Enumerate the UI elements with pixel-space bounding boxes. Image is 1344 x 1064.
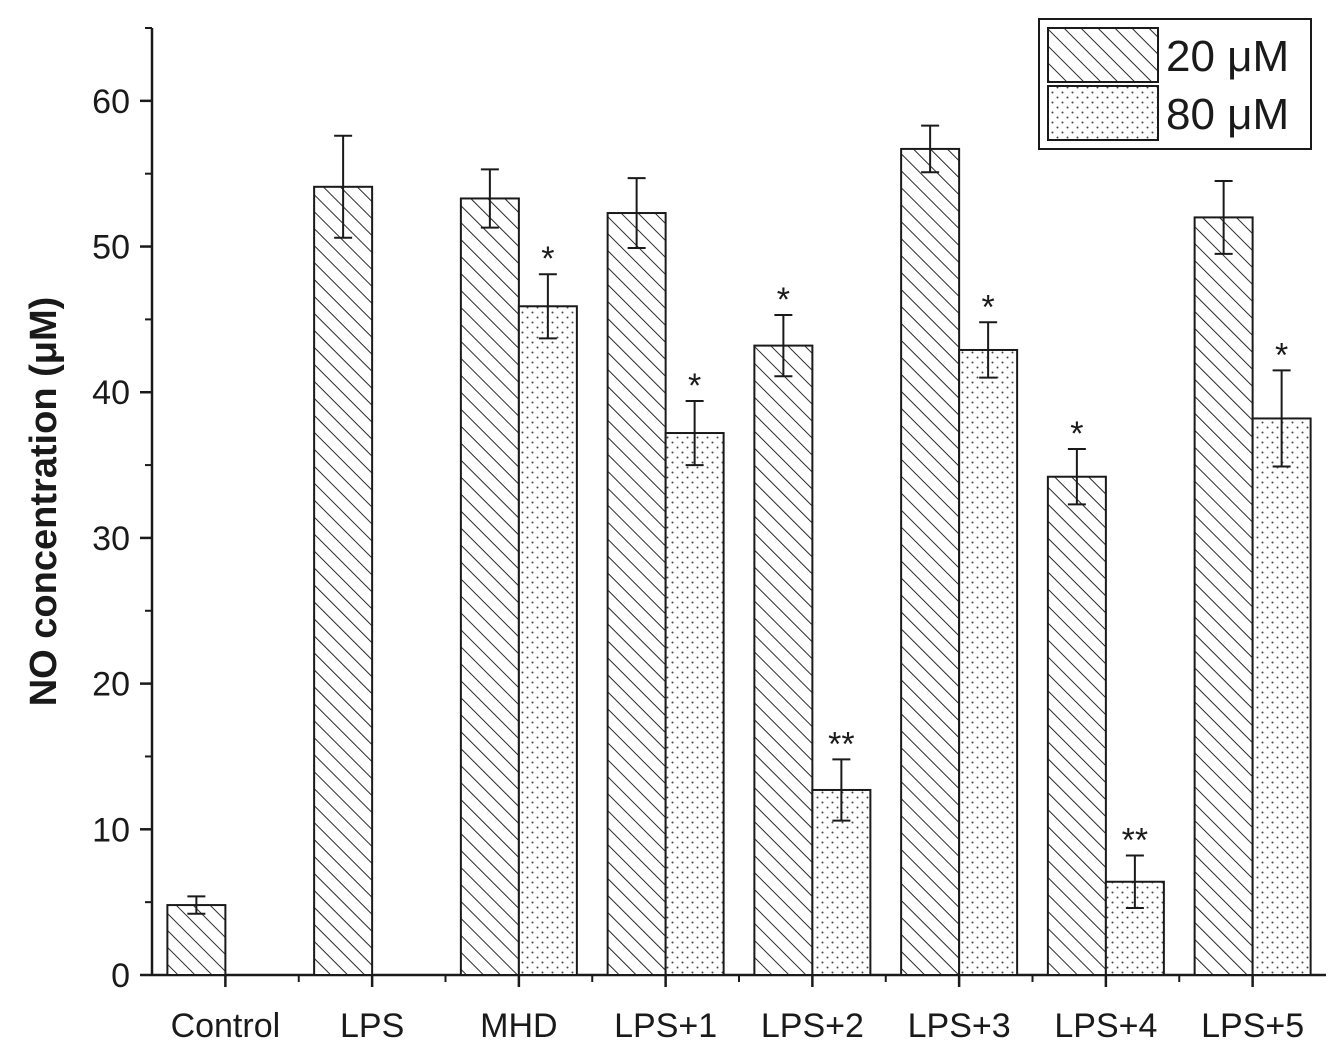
bar-series2 bbox=[958, 348, 1019, 977]
x-tick-label: LPS+1 bbox=[614, 1007, 717, 1045]
legend-label: 80 μM bbox=[1166, 90, 1289, 139]
significance-label: * bbox=[1275, 336, 1288, 374]
x-tick-label: MHD bbox=[480, 1007, 557, 1045]
significance-label: * bbox=[982, 288, 995, 326]
y-tick-label: 50 bbox=[92, 229, 130, 267]
bars: ********** bbox=[166, 124, 1312, 977]
y-tick-label: 60 bbox=[92, 83, 130, 121]
bar-series2 bbox=[1251, 417, 1312, 976]
y-tick-label: 40 bbox=[92, 374, 130, 412]
x-tick-label: LPS+5 bbox=[1201, 1007, 1304, 1045]
significance-label: * bbox=[541, 240, 554, 278]
y-tick-label: 0 bbox=[111, 957, 130, 995]
significance-label: * bbox=[777, 281, 790, 319]
significance-label: * bbox=[1070, 415, 1083, 453]
bar-series1 bbox=[606, 212, 667, 976]
bar-series1 bbox=[459, 197, 520, 976]
x-tick-label: Control bbox=[171, 1007, 281, 1045]
y-tick-label: 20 bbox=[92, 666, 130, 704]
significance-label: * bbox=[688, 367, 701, 405]
legend-label: 20 μM bbox=[1166, 32, 1289, 81]
significance-label: ** bbox=[1122, 822, 1148, 860]
bar-series2 bbox=[664, 432, 725, 977]
x-tick-label: LPS+2 bbox=[761, 1007, 864, 1045]
legend-swatch bbox=[1047, 85, 1159, 141]
x-tick-label: LPS+4 bbox=[1054, 1007, 1157, 1045]
bar-series1 bbox=[1046, 475, 1107, 976]
bar-series1 bbox=[313, 185, 374, 976]
x-tick-label: LPS+3 bbox=[908, 1007, 1011, 1045]
bar-series2 bbox=[517, 305, 578, 977]
y-tick-label: 10 bbox=[92, 811, 130, 849]
x-tick-label: LPS bbox=[340, 1007, 404, 1045]
bar-series1 bbox=[1193, 216, 1254, 976]
legend: 20 μM 80 μM bbox=[1038, 18, 1312, 150]
legend-swatch bbox=[1047, 27, 1159, 83]
bar-series1 bbox=[166, 904, 227, 976]
significance-label: ** bbox=[828, 725, 854, 763]
axes: 0 10 20 30 40 50 60 NO concentration (μM) Contro… bbox=[23, 27, 1326, 1045]
bar-series1 bbox=[900, 147, 961, 976]
y-tick-label: 30 bbox=[92, 520, 130, 558]
bar-series1 bbox=[753, 344, 814, 976]
y-axis-title: NO concentration (μM) bbox=[23, 297, 65, 707]
